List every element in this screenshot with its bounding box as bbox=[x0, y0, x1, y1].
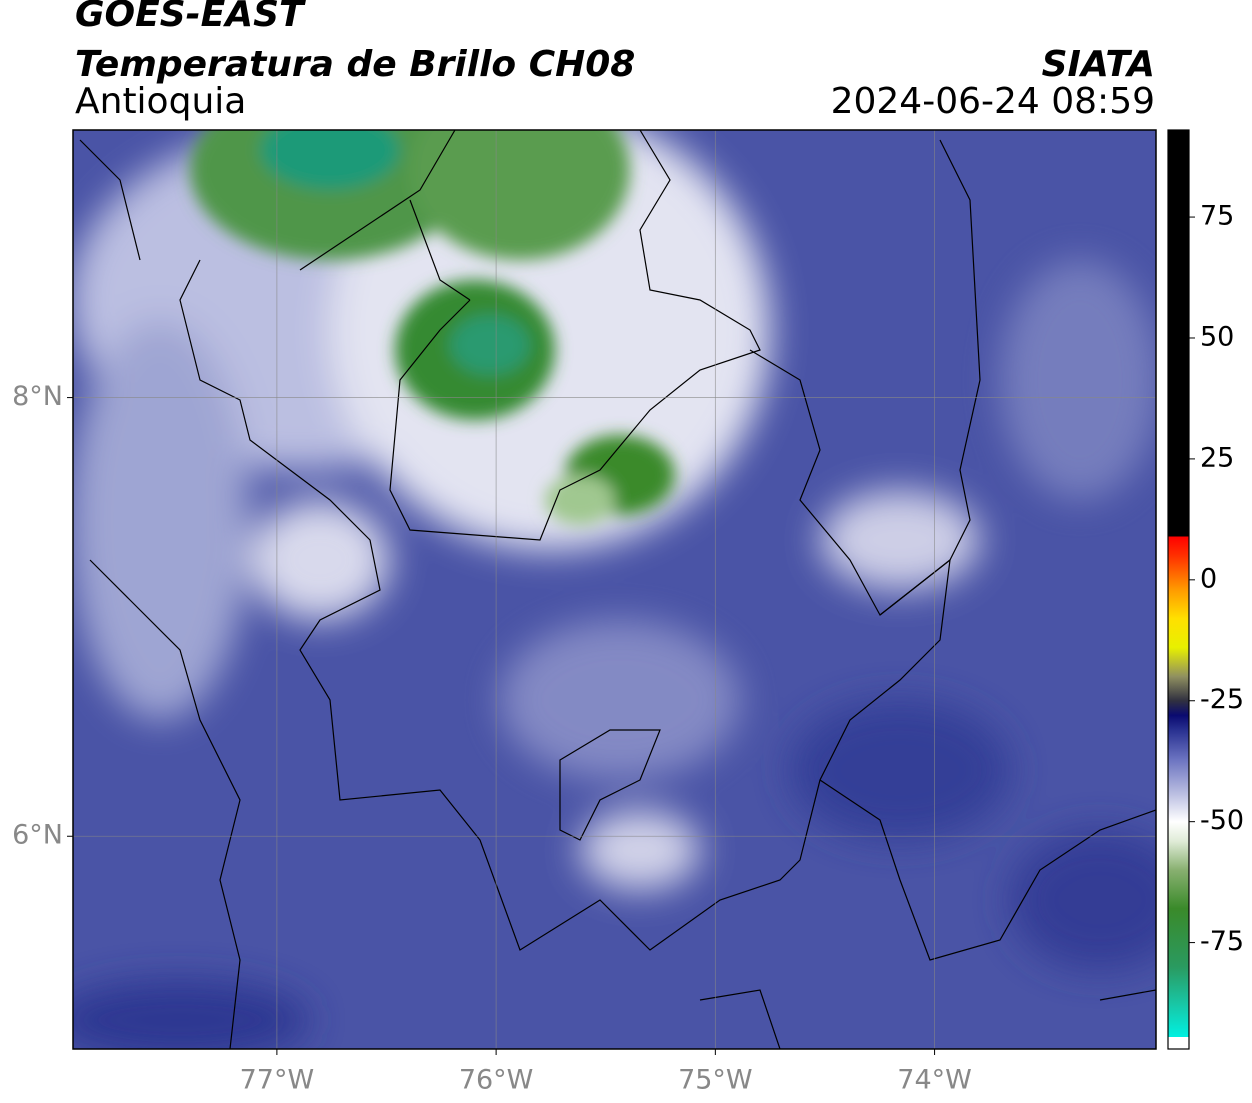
colorbar-tick-label: 0 bbox=[1200, 563, 1217, 594]
colorbar-tick-label: -25 bbox=[1200, 684, 1244, 715]
title: GOES-EAST bbox=[75, 0, 306, 35]
grid bbox=[73, 130, 1156, 1049]
x-tick-label: 76°W bbox=[459, 1065, 534, 1096]
colorbar bbox=[1167, 129, 1190, 1050]
source: SIATA bbox=[1042, 44, 1155, 85]
colorbar-tick-label: 75 bbox=[1200, 201, 1234, 232]
map-image bbox=[73, 130, 1156, 1049]
colorbar-tick-label: 50 bbox=[1200, 321, 1234, 352]
region: Antioquia bbox=[75, 81, 246, 122]
x-tick-label: 75°W bbox=[678, 1065, 753, 1096]
colorbar-tick-label: -75 bbox=[1200, 926, 1244, 957]
y-tick-label: 8°N bbox=[12, 381, 63, 412]
y-tick-label: 6°N bbox=[12, 820, 63, 851]
x-tick-label: 77°W bbox=[240, 1065, 315, 1096]
colorbar-tick-label: -50 bbox=[1200, 805, 1244, 836]
x-tick-label: 74°W bbox=[897, 1065, 972, 1096]
map-frame bbox=[72, 129, 1157, 1050]
colorbar-tick-label: 25 bbox=[1200, 442, 1234, 473]
timestamp: 2024-06-24 08:59 bbox=[831, 81, 1155, 122]
subtitle: Temperatura de Brillo CH08 bbox=[75, 44, 635, 85]
